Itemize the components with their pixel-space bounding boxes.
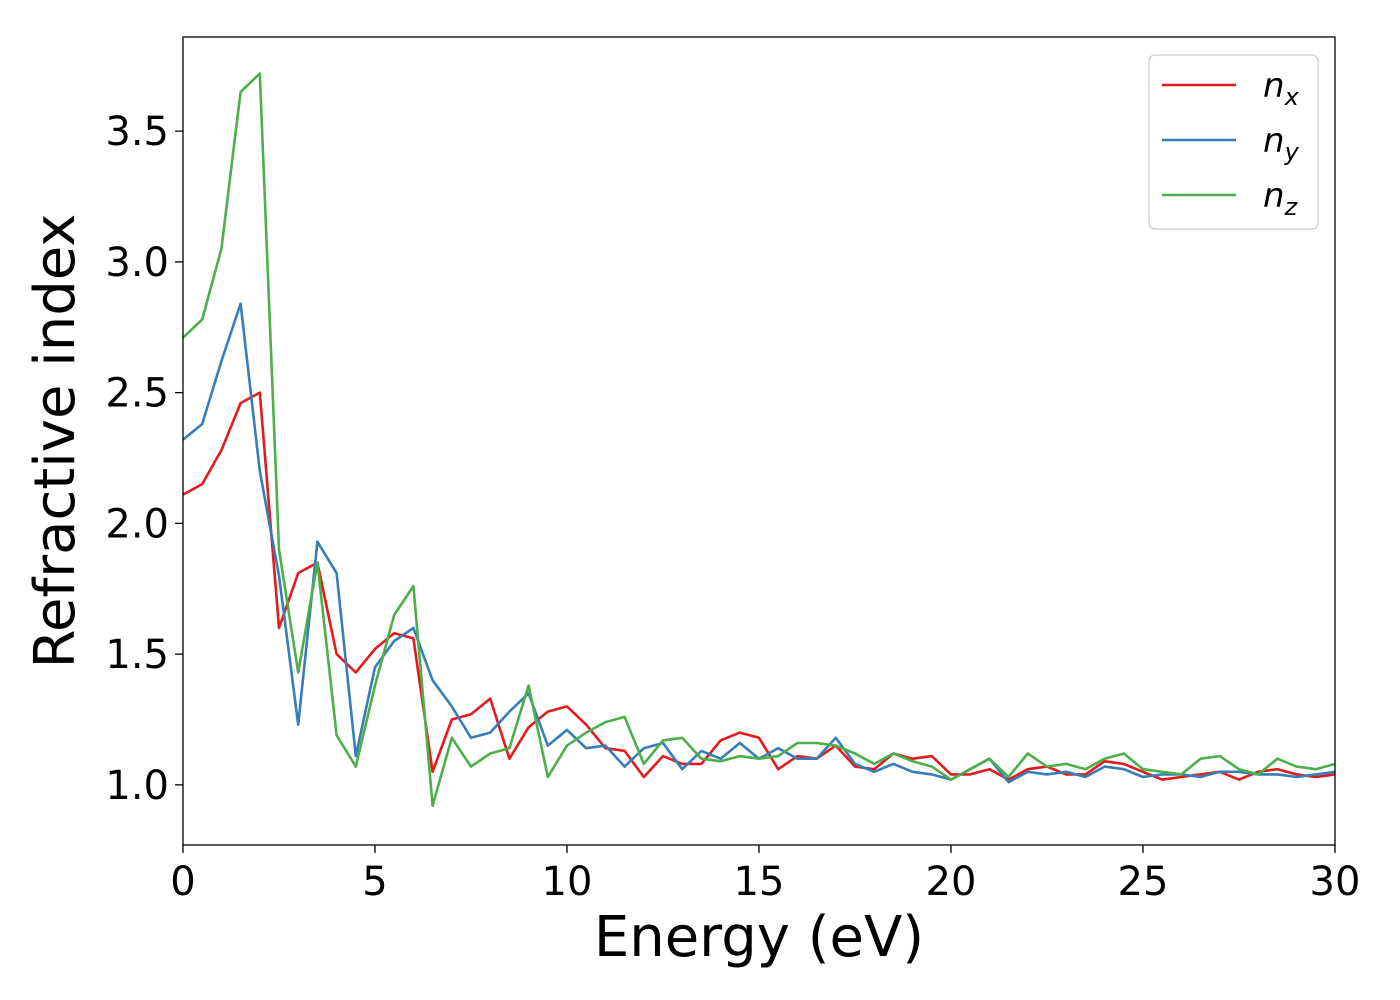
x-tick-label: 0 (170, 859, 195, 905)
y-tick-label: 2.0 (105, 501, 169, 547)
x-tick-label: 5 (362, 859, 387, 905)
legend-label-y: ny (1263, 121, 1300, 166)
series-layer (182, 72, 1336, 808)
series-line-z (182, 72, 1336, 808)
x-tick-label: 10 (542, 859, 593, 905)
y-tick-label: 1.5 (105, 632, 169, 678)
legend-box (1148, 54, 1319, 230)
legend-label-base: n (1263, 66, 1285, 106)
x-tick-label: 20 (926, 859, 977, 905)
y-tick-label: 3.5 (105, 109, 169, 155)
y-tick-label: 1.0 (105, 763, 169, 809)
x-tick-label: 30 (1310, 859, 1361, 905)
legend-label-base: n (1263, 121, 1285, 161)
y-axis-ticks: 1.0 1.5 2.0 2.5 3.0 3.5 (105, 109, 183, 809)
legend-label-x: nx (1263, 66, 1300, 111)
legend-label-subscript: y (1284, 138, 1300, 166)
y-tick-label: 2.5 (105, 371, 169, 417)
y-tick-label: 3.0 (105, 240, 169, 286)
y-axis-label: Refractive index (23, 214, 88, 669)
x-axis-label: Energy (eV) (594, 905, 924, 970)
series-line-x (182, 391, 1336, 781)
series-line-y (182, 302, 1336, 784)
x-tick-label: 25 (1118, 859, 1169, 905)
legend-label-base: n (1263, 176, 1285, 216)
legend-label-subscript: z (1284, 193, 1299, 221)
legend-label-z: nz (1263, 176, 1299, 221)
x-tick-label: 15 (734, 859, 785, 905)
legend-label-subscript: x (1284, 83, 1300, 111)
x-axis-ticks: 0 5 10 15 20 25 30 (170, 845, 1360, 905)
